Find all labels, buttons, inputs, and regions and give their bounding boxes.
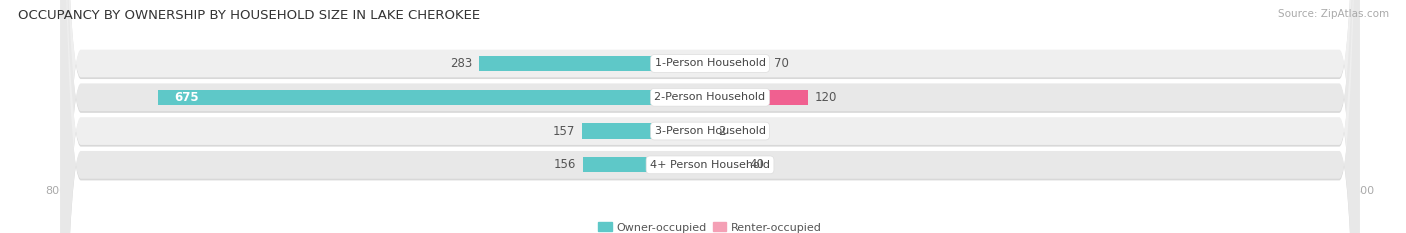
Bar — [479, 56, 710, 71]
Bar — [582, 123, 710, 139]
Bar — [159, 90, 710, 105]
Bar — [710, 123, 711, 139]
Text: 3-Person Household: 3-Person Household — [655, 126, 765, 136]
FancyBboxPatch shape — [60, 0, 1360, 233]
FancyBboxPatch shape — [60, 0, 1360, 233]
FancyBboxPatch shape — [60, 0, 1360, 233]
Text: 40: 40 — [749, 158, 763, 171]
Text: 2-Person Household: 2-Person Household — [654, 92, 766, 102]
Legend: Owner-occupied, Renter-occupied: Owner-occupied, Renter-occupied — [593, 218, 827, 233]
Bar — [582, 157, 710, 172]
Text: Source: ZipAtlas.com: Source: ZipAtlas.com — [1278, 9, 1389, 19]
Text: 156: 156 — [554, 158, 576, 171]
Bar — [710, 56, 768, 71]
FancyBboxPatch shape — [60, 0, 1360, 233]
Text: 70: 70 — [773, 57, 789, 70]
Bar — [710, 157, 742, 172]
FancyBboxPatch shape — [60, 0, 1360, 233]
Text: 283: 283 — [450, 57, 472, 70]
FancyBboxPatch shape — [60, 0, 1360, 233]
Text: 4+ Person Household: 4+ Person Household — [650, 160, 770, 170]
FancyBboxPatch shape — [60, 0, 1360, 233]
Text: 157: 157 — [553, 125, 575, 137]
Bar — [710, 90, 808, 105]
Text: 2: 2 — [718, 125, 725, 137]
Text: 1-Person Household: 1-Person Household — [655, 58, 765, 69]
Text: 120: 120 — [814, 91, 837, 104]
Text: OCCUPANCY BY OWNERSHIP BY HOUSEHOLD SIZE IN LAKE CHEROKEE: OCCUPANCY BY OWNERSHIP BY HOUSEHOLD SIZE… — [18, 9, 481, 22]
FancyBboxPatch shape — [60, 0, 1360, 233]
Text: 675: 675 — [174, 91, 200, 104]
